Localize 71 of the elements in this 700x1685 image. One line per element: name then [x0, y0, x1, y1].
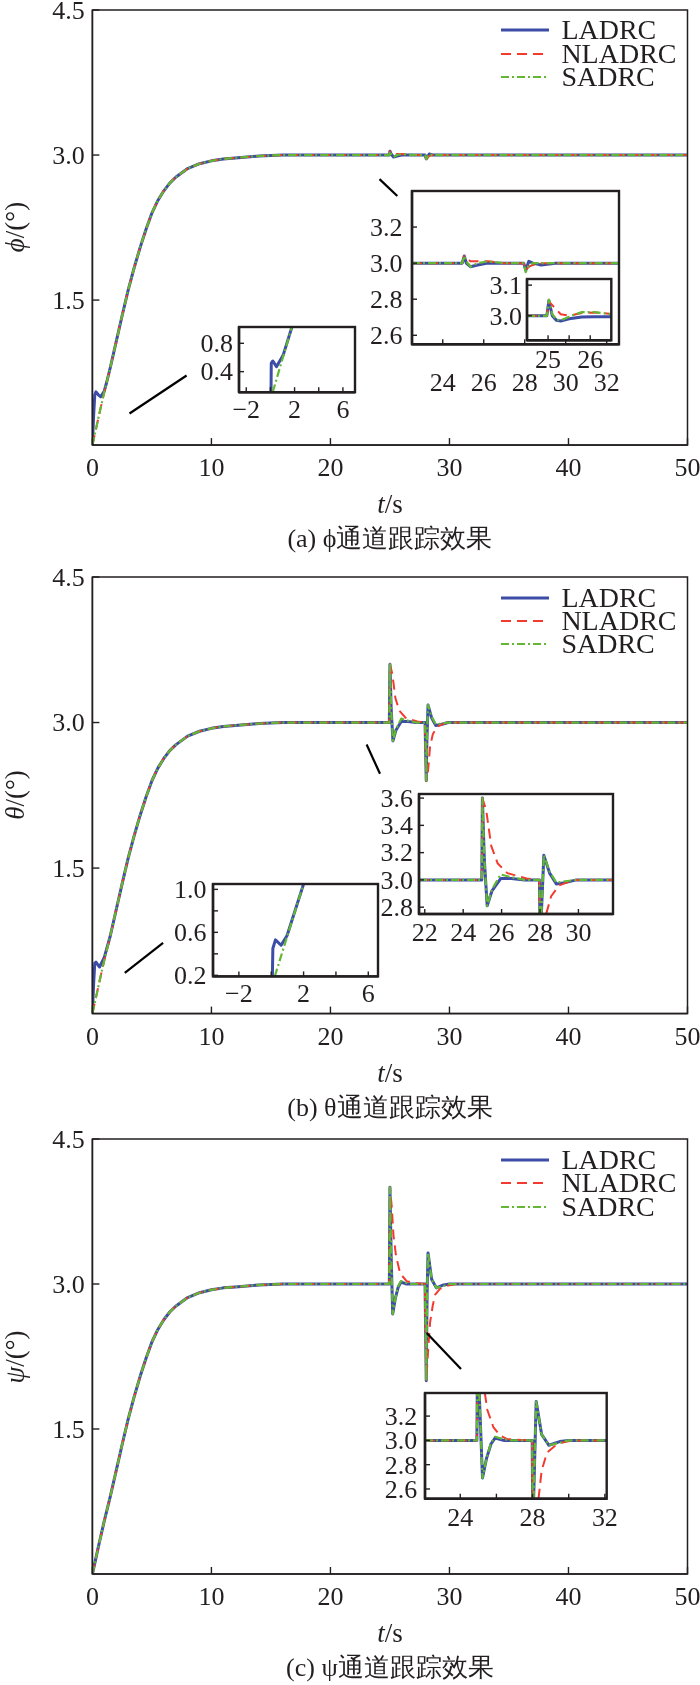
- x-tick-label: 10: [198, 1021, 225, 1051]
- x-tick-label: 10: [198, 452, 225, 482]
- x-tick-label: 24: [430, 368, 457, 398]
- y-axis-title: θ/(°): [0, 770, 30, 821]
- x-tick-label: −2: [232, 394, 261, 424]
- x-tick-label: 0: [85, 1582, 99, 1612]
- x-tick-label: 24: [450, 918, 477, 947]
- y-tick-label: 0.4: [200, 357, 234, 387]
- y-tick-label: 3.0: [52, 708, 85, 738]
- y-tick-label: 4.5: [52, 1125, 85, 1155]
- y-tick-label: 1.5: [52, 285, 85, 315]
- y-tick-label: 3.6: [380, 783, 414, 813]
- y-tick-label: 3.0: [489, 301, 522, 331]
- x-tick-label: 6: [336, 394, 350, 424]
- y-tick-label: 3.0: [52, 140, 85, 170]
- x-tick-label: 10: [198, 1582, 225, 1612]
- y-tick-label: 1.5: [52, 1415, 85, 1445]
- y-tick-label: 2.8: [370, 285, 403, 315]
- x-tick-label: 30: [565, 918, 592, 947]
- y-axis-title: ψ/(°): [0, 1330, 30, 1384]
- x-tick-label: 20: [317, 452, 344, 482]
- y-tick-label: 2.8: [380, 893, 414, 923]
- y-tick-label: 0.2: [173, 961, 207, 991]
- x-tick-label: 26: [488, 918, 515, 947]
- y-tick-label: 2.6: [370, 321, 403, 351]
- y-tick-label: 0.6: [173, 918, 207, 948]
- y-tick-label: 1.5: [52, 853, 85, 883]
- x-tick-label: 0: [85, 1021, 99, 1051]
- x-tick-label: 20: [317, 1021, 344, 1051]
- x-tick-label: 2: [288, 394, 302, 424]
- x-axis-title: t/s: [377, 1057, 403, 1088]
- x-axis-title: t/s: [377, 488, 403, 519]
- x-axis-title: t/s: [377, 1618, 403, 1649]
- y-tick-label: 3.1: [489, 270, 522, 300]
- x-tick-label: 24: [447, 1502, 474, 1532]
- x-tick-label: 40: [555, 1021, 582, 1051]
- text: (a) ϕ通道跟踪效果: [287, 523, 493, 553]
- y-tick-label: 3.2: [370, 212, 403, 242]
- x-tick-label: 50: [674, 1582, 700, 1612]
- x-tick-label: 40: [555, 452, 582, 482]
- x-tick-label: 6: [361, 979, 375, 1009]
- y-tick-label: 3.0: [380, 865, 414, 895]
- x-tick-label: 30: [436, 1582, 463, 1612]
- x-tick-label: 22: [412, 918, 439, 947]
- x-tick-label: 30: [436, 1021, 463, 1051]
- legend-label: LADRC: [561, 581, 657, 613]
- x-tick-label: −2: [224, 979, 253, 1009]
- legend-label: LADRC: [561, 14, 657, 46]
- x-tick-label: 32: [591, 1502, 618, 1532]
- x-tick-label: 0: [85, 452, 99, 482]
- text: (b) θ通道跟踪效果: [287, 1092, 493, 1122]
- x-tick-label: 40: [555, 1582, 582, 1612]
- y-tick-label: 4.5: [52, 562, 85, 592]
- y-tick-label: 1.0: [173, 875, 207, 905]
- x-tick-label: 26: [471, 368, 498, 398]
- y-tick-label: 3.0: [370, 248, 403, 278]
- x-tick-label: 50: [674, 452, 700, 482]
- y-tick-label: 0.8: [200, 328, 233, 358]
- x-tick-label: 50: [674, 1021, 700, 1051]
- x-tick-label: 28: [519, 1502, 546, 1532]
- legend-label: LADRC: [561, 1144, 657, 1175]
- y-tick-label: 3.2: [380, 838, 414, 868]
- x-tick-label: 20: [317, 1582, 344, 1612]
- y-tick-label: 4.5: [52, 0, 85, 25]
- y-axis-title: ϕ/(°): [0, 201, 30, 253]
- x-tick-label: 28: [527, 918, 554, 947]
- x-tick-label: 30: [436, 452, 463, 482]
- y-tick-label: 3.4: [380, 811, 414, 841]
- text: (c) ψ通道跟踪效果: [286, 1653, 494, 1683]
- y-tick-label: 3.0: [52, 1270, 85, 1300]
- x-tick-label: 2: [296, 979, 310, 1009]
